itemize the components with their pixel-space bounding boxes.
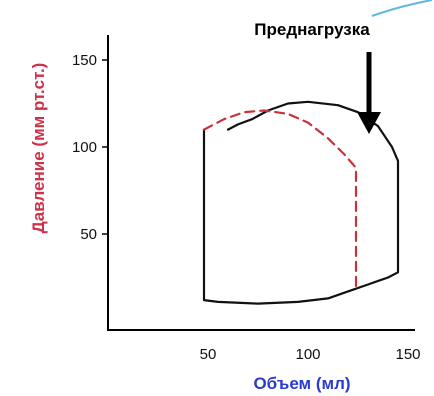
annotation-label: Преднагрузка	[254, 20, 370, 39]
pv-loop-dashed-series	[202, 109, 358, 291]
y-tick-label: 50	[80, 226, 97, 243]
x-tick-label: 150	[395, 346, 420, 363]
y-tick-label: 150	[72, 52, 97, 69]
series-group	[202, 100, 400, 305]
annotation-arrow-head	[357, 112, 381, 134]
y-tick-label: 100	[72, 139, 97, 156]
x-axis-label: Объем (мл)	[253, 374, 350, 393]
tick-group: 50 100 150 50 100 150	[72, 52, 421, 363]
pv-loop-solid-series	[202, 100, 400, 305]
x-tick-label: 100	[295, 346, 320, 363]
x-tick-label: 50	[200, 346, 217, 363]
corner-decoration	[371, 0, 433, 17]
y-axis-label: Давление (мм рт.ст.)	[29, 63, 48, 234]
